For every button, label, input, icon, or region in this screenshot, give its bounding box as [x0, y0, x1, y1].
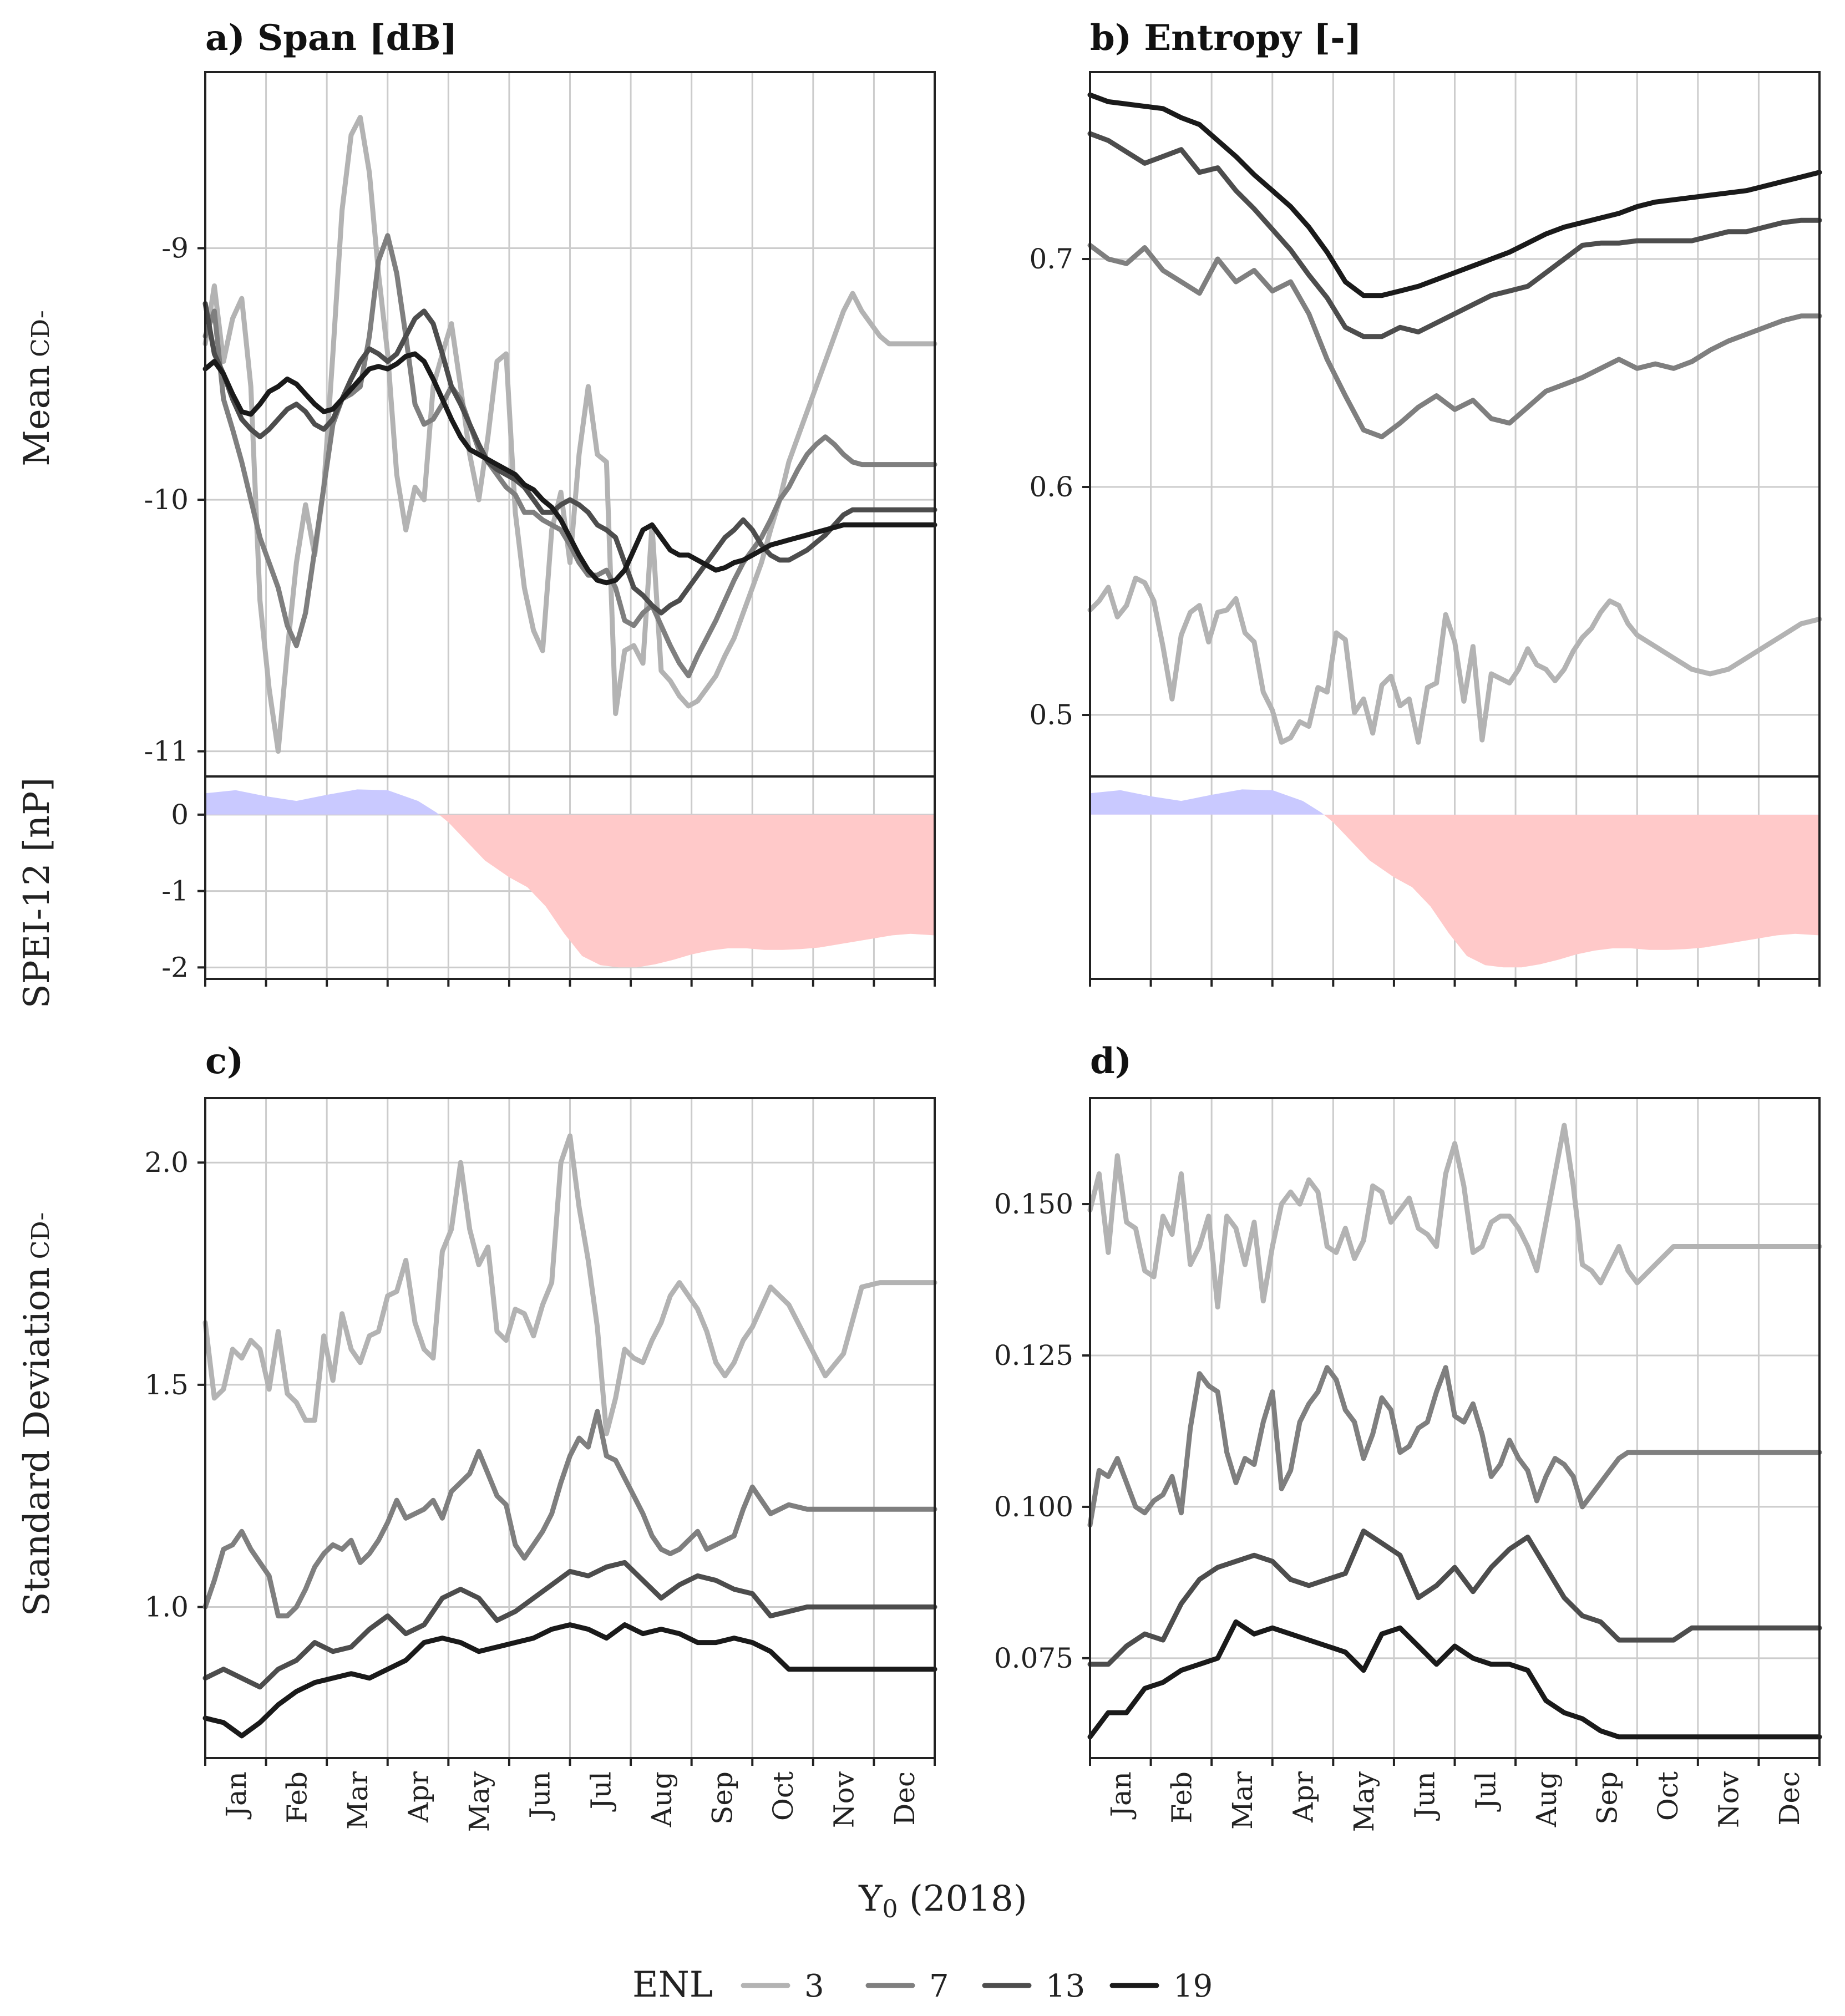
spei-panel-left: 0 -1 -2	[161, 775, 936, 987]
y-tick-label-a-0: -9	[161, 232, 189, 265]
x-tick-label-d-jun: Jun	[1409, 1771, 1441, 1821]
x-tick-labels: Jan Feb Mar Apr May Jun Jul Aug Sep Oct Nov Dec Jan F…	[220, 1771, 1806, 1832]
x-tick-label-d-may: May	[1348, 1771, 1380, 1832]
panel-d-title: d)	[1090, 1040, 1132, 1082]
plot-frame-spei-a	[204, 775, 936, 980]
x-tick-label-c-nov: Nov	[828, 1771, 860, 1828]
y-tick-label-c-0: 2.0	[144, 1146, 189, 1179]
series-line-c-enl-7	[202, 1409, 937, 1619]
y-tick-label-c-1: 1.5	[144, 1369, 189, 1401]
spei-panel-right	[1089, 775, 1821, 987]
y-axis-label-spei: SPEI-12 [nP]	[17, 778, 58, 1009]
panel-b-entropy-chart: 0.7 0.6 0.5	[1029, 71, 1822, 778]
x-tick-label-d-mar: Mar	[1226, 1771, 1259, 1830]
spei-positive-area-spei-b	[1090, 789, 1324, 815]
series-line-a-enl-13	[202, 301, 937, 616]
legend: ENL 3 7 13 19	[632, 1964, 1213, 2005]
series-line-a-enl-7	[202, 233, 937, 679]
y-tick-label-d-3: 0.075	[994, 1642, 1073, 1674]
series-line-b-enl-19	[1087, 92, 1822, 298]
y-tick-label-a-1: -10	[144, 484, 189, 516]
y-tick-label-a-2: -11	[144, 735, 189, 768]
spei-negative-area-spei-a	[205, 814, 935, 968]
y-tick-label-spei-a-1: -1	[161, 875, 189, 907]
spei-positive-area-spei-a	[205, 789, 439, 815]
x-tick-label-d-sep: Sep	[1591, 1771, 1624, 1825]
series-line-d-enl-13	[1087, 1528, 1822, 1667]
x-tick-label-d-feb: Feb	[1165, 1771, 1198, 1824]
y-tick-label-spei-a-2: -2	[161, 951, 189, 983]
legend-label-3: 3	[804, 1968, 824, 2004]
series-line-a-enl-3	[202, 115, 937, 754]
y-tick-label-b-1: 0.6	[1029, 471, 1073, 503]
y-axis-label-sd: Standard Deviation CD-	[17, 1212, 58, 1617]
x-tick-label-c-sep: Sep	[707, 1771, 739, 1825]
y-tick-label-spei-a-0: 0	[171, 799, 189, 831]
panel-d-sd-chart: 0.150 0.125 0.100 0.075	[994, 1097, 1822, 1766]
x-tick-label-d-apr: Apr	[1288, 1771, 1320, 1823]
series-line-d-enl-3	[1087, 1123, 1822, 1310]
x-tick-label-c-jan: Jan	[220, 1771, 252, 1820]
panel-c-title: c)	[205, 1040, 244, 1082]
x-tick-label-d-dec: Dec	[1773, 1771, 1806, 1826]
spei-negative-area-spei-b	[1090, 814, 1819, 968]
x-tick-label-c-jun: Jun	[524, 1771, 556, 1821]
series-line-b-enl-7	[1087, 242, 1822, 440]
x-tick-label-d-jul: Jul	[1469, 1771, 1502, 1812]
series-line-d-enl-7	[1087, 1365, 1822, 1528]
series-line-b-enl-3	[1087, 575, 1822, 745]
y-tick-label-d-2: 0.100	[994, 1491, 1073, 1523]
y-tick-label-d-0: 0.150	[994, 1188, 1073, 1220]
panel-a-span-chart: -9 -10 -11	[144, 71, 937, 778]
series-line-a-enl-19	[202, 351, 937, 586]
panel-b-title: b) Entropy [-]	[1090, 17, 1362, 59]
x-tick-label-c-aug: Aug	[646, 1771, 678, 1827]
panel-a-title: a) Span [dB]	[205, 17, 458, 59]
series-line-c-enl-19	[202, 1622, 937, 1739]
legend-title: ENL	[632, 1964, 713, 2005]
x-tick-label-d-oct: Oct	[1652, 1771, 1684, 1821]
x-axis-label: Y0 (2018)	[858, 1878, 1027, 1923]
series-line-c-enl-13	[202, 1560, 937, 1690]
series-line-c-enl-3	[202, 1133, 937, 1436]
series-line-b-enl-13	[1087, 131, 1822, 339]
x-tick-label-c-oct: Oct	[767, 1771, 799, 1821]
legend-label-19: 19	[1173, 1968, 1213, 2004]
legend-label-13: 13	[1046, 1968, 1085, 2004]
panel-c-sd-chart: 2.0 1.5 1.0	[144, 1097, 937, 1766]
y-tick-label-d-1: 0.125	[994, 1339, 1073, 1372]
x-tick-label-c-may: May	[463, 1771, 495, 1832]
x-tick-label-c-feb: Feb	[281, 1771, 313, 1824]
y-axis-label-mean: Mean CD-	[17, 310, 58, 466]
y-tick-label-c-2: 1.0	[144, 1591, 189, 1623]
x-tick-label-d-aug: Aug	[1530, 1771, 1563, 1827]
x-tick-label-c-dec: Dec	[889, 1771, 921, 1826]
x-tick-label-c-mar: Mar	[342, 1771, 374, 1830]
x-tick-label-d-jan: Jan	[1105, 1771, 1137, 1820]
legend-label-7: 7	[929, 1968, 949, 2004]
plot-frame-spei-b	[1089, 775, 1821, 980]
x-tick-label-d-nov: Nov	[1713, 1771, 1745, 1828]
x-tick-label-c-jul: Jul	[585, 1771, 617, 1812]
series-line-d-enl-19	[1087, 1619, 1822, 1740]
plot-frame-c	[204, 1097, 936, 1759]
y-tick-label-b-0: 0.7	[1029, 243, 1073, 275]
plot-frame-d	[1089, 1097, 1821, 1759]
y-tick-label-b-2: 0.5	[1029, 699, 1073, 731]
x-tick-label-c-apr: Apr	[403, 1771, 435, 1823]
